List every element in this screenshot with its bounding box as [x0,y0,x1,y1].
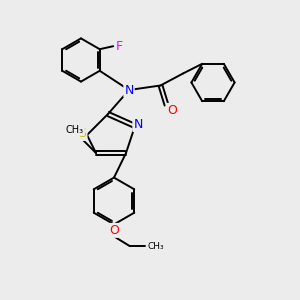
Text: F: F [116,40,123,53]
Text: O: O [109,224,119,237]
Text: N: N [133,118,143,131]
Text: CH₃: CH₃ [147,242,164,250]
Text: O: O [167,104,177,117]
Text: N: N [124,83,134,97]
Text: S: S [79,127,86,140]
Text: CH₃: CH₃ [66,125,84,135]
